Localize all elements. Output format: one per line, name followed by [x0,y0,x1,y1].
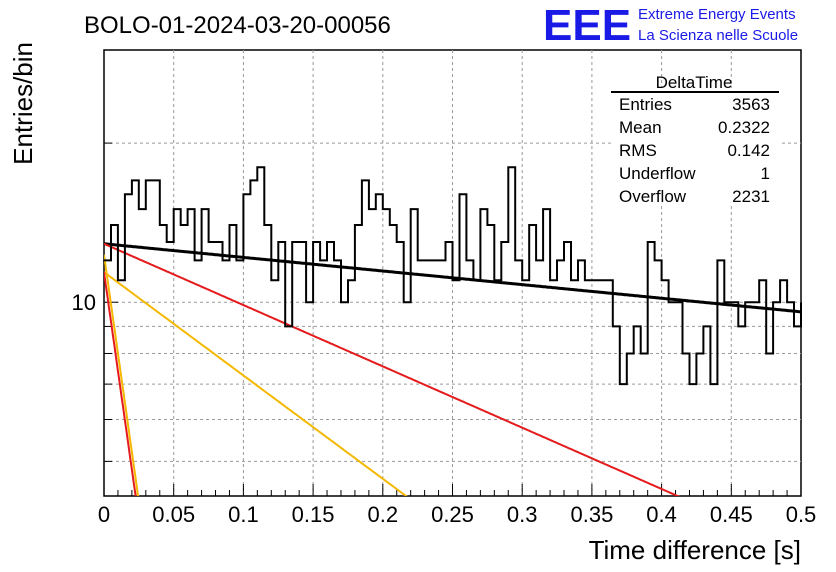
eee-logo-line2: La Scienza nelle Scuole [638,27,798,44]
x-tick-label: 0.15 [292,502,335,527]
fit-line-1 [104,242,681,496]
eee-logo: EEE Extreme Energy Events La Scienza nel… [543,1,798,50]
stats-row-value: 1 [761,164,770,183]
eee-logo-mark: EEE [543,1,631,50]
eee-logo-line1: Extreme Energy Events [638,6,796,23]
stats-row-label: RMS [619,141,657,160]
x-tick-labels: 0 0.05 0.1 0.15 0.2 0.25 0.3 0.35 0.4 0.45 0.5 [98,502,816,527]
stats-box: DeltaTime Entries 3563 Mean 0.2322 RMS 0.142 U… [611,73,779,206]
fit-line-2 [104,271,408,496]
x-tick-label: 0.5 [786,502,817,527]
x-tick-label: 0.05 [152,502,195,527]
stats-row-label: Mean [619,118,662,137]
x-tick-label: 0.3 [507,502,538,527]
stats-row-label: Entries [619,95,672,114]
stats-row-value: 0.2322 [718,118,770,137]
y-axis-label: Entries/bin [8,42,38,165]
axis-ticks [103,142,802,496]
stats-row-label: Underflow [619,164,696,183]
x-tick-label: 0.25 [431,502,474,527]
x-tick-label: 0.1 [228,502,259,527]
x-tick-label: 0.4 [646,502,677,527]
chart-title: BOLO-01-2024-03-20-00056 [84,12,391,39]
x-tick-label: 0.35 [570,502,613,527]
y-tick-label: 10 [72,290,96,315]
histogram-steps [103,166,802,386]
stats-box-name: DeltaTime [656,73,733,92]
x-tick-label: 0 [98,502,110,527]
stats-row-label: Overflow [619,187,687,206]
y-tick-labels: 10 [72,290,96,315]
histogram [103,166,802,386]
stats-row-value: 0.142 [727,141,770,160]
fit-line-3 [104,271,137,496]
stats-row-value: 2231 [732,187,770,206]
stats-rows: Entries 3563 Mean 0.2322 RMS 0.142 Underflow 1 O… [619,95,770,206]
stats-row-value: 3563 [732,95,770,114]
x-axis-label: Time difference [s] [589,535,801,565]
x-tick-label: 0.45 [710,502,753,527]
stats-box-background [611,88,779,206]
x-tick-label: 0.2 [368,502,399,527]
fit-line-4 [104,254,140,496]
